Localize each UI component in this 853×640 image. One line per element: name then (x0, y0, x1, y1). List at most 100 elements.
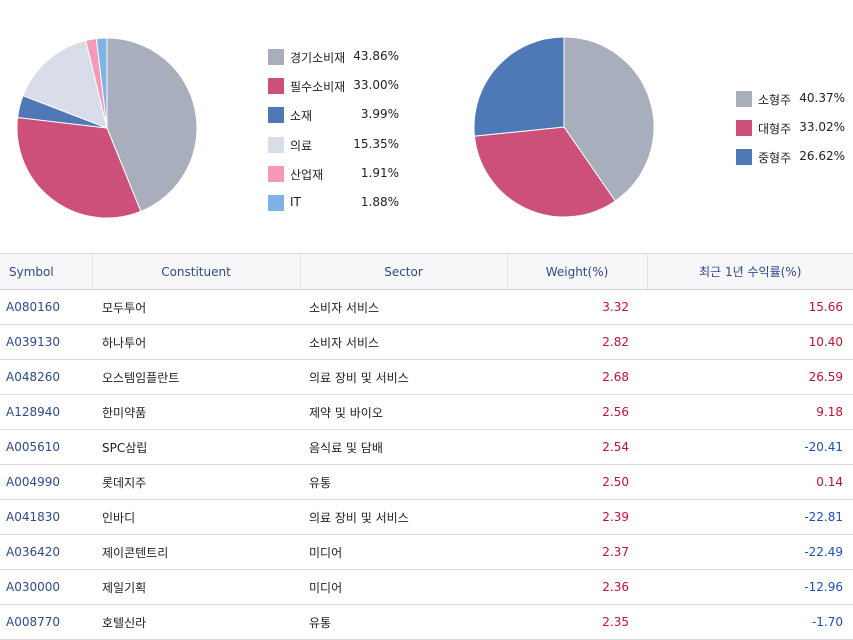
header-constituent[interactable]: Constituent (91, 253, 300, 290)
table-row[interactable]: A030000 제일기획 미디어 2.36 -12.96 (0, 569, 853, 605)
size-pie-chart (473, 36, 655, 218)
table-row[interactable]: A048260 오스템임플란트 의료 장비 및 서비스 2.68 26.59 (0, 359, 853, 395)
table-header-row: Symbol Constituent Sector Weight(%) 최근 1… (0, 253, 853, 290)
constituent-cell: SPC삼립 (92, 429, 300, 465)
return-cell: 26.59 (647, 359, 853, 395)
constituent-cell: 모두투어 (92, 289, 300, 325)
header-symbol[interactable]: Symbol (0, 253, 92, 290)
return-cell: -12.96 (647, 569, 853, 605)
sector-legend-value: 43.86% (353, 49, 399, 63)
weight-cell: 2.35 (507, 604, 647, 640)
symbol-cell[interactable]: A039130 (0, 324, 92, 360)
constituent-cell: 제일기획 (92, 569, 300, 605)
sector-legend-swatch (268, 49, 284, 65)
sector-legend-item[interactable]: 산업재 1.91% (268, 165, 399, 183)
sector-legend-value: 3.99% (360, 107, 399, 122)
sector-legend-swatch (268, 136, 284, 153)
sector-cell: 의료 장비 및 서비스 (300, 359, 507, 395)
size-legend-value: 40.37% (799, 91, 845, 105)
size-legend-label: 대형주 (758, 122, 792, 136)
size-legend-item[interactable]: 소형주 40.37% (736, 90, 845, 108)
symbol-cell[interactable]: A030000 (0, 569, 92, 605)
sector-legend-value: 15.35% (353, 136, 399, 151)
table-row[interactable]: A004990 롯데지주 유통 2.50 0.14 (0, 464, 853, 500)
sector-cell: 소비자 서비스 (300, 324, 507, 360)
size-legend-swatch (736, 120, 752, 136)
sector-legend-item[interactable]: IT 1.88% (268, 194, 399, 212)
table-row[interactable]: A041830 인바디 의료 장비 및 서비스 2.39 -22.81 (0, 499, 853, 535)
sector-cell: 의료 장비 및 서비스 (300, 499, 507, 535)
size-legend-label: 중형주 (758, 151, 792, 165)
sector-slice-3[interactable] (22, 39, 108, 129)
size-slice-0[interactable] (563, 36, 655, 202)
return-cell: -22.49 (647, 534, 853, 570)
table-row[interactable]: A008770 호텔신라 유통 2.35 -1.70 (0, 604, 853, 640)
sector-legend-swatch (268, 107, 284, 124)
sector-cell: 미디어 (300, 534, 507, 570)
return-cell: 0.14 (647, 464, 853, 500)
symbol-cell[interactable]: A005610 (0, 429, 92, 465)
constituent-cell: 호텔신라 (92, 604, 300, 640)
sector-slice-0[interactable] (106, 37, 198, 213)
symbol-cell[interactable]: A008770 (0, 604, 92, 640)
size-legend: 소형주 40.37% 대형주 33.02% 중형주 26.62% (736, 90, 848, 170)
symbol-cell[interactable]: A128940 (0, 394, 92, 430)
sector-slice-5[interactable] (95, 37, 108, 129)
symbol-cell[interactable]: A036420 (0, 534, 92, 570)
table-row[interactable]: A005610 SPC삼립 음식료 및 담배 2.54 -20.41 (0, 429, 853, 465)
sector-legend-item[interactable]: 의료 15.35% (268, 136, 399, 154)
constituents-table: Symbol Constituent Sector Weight(%) 최근 1… (0, 253, 853, 640)
sector-legend-item[interactable]: 필수소비재 33.00% (268, 77, 399, 95)
symbol-cell[interactable]: A004990 (0, 464, 92, 500)
weight-cell: 2.37 (507, 534, 647, 570)
sector-legend-label: 필수소비재 (290, 80, 346, 95)
weight-cell: 2.54 (507, 429, 647, 465)
constituent-cell: 인바디 (92, 499, 300, 535)
size-legend-swatch (736, 91, 752, 107)
return-cell: -1.70 (647, 604, 853, 640)
size-legend-item[interactable]: 대형주 33.02% (736, 119, 845, 137)
sector-cell: 음식료 및 담배 (300, 429, 507, 465)
table-row[interactable]: A036420 제이콘텐트리 미디어 2.37 -22.49 (0, 534, 853, 570)
size-legend-item[interactable]: 중형주 26.62% (736, 148, 845, 166)
sector-legend-item[interactable]: 소재 3.99% (268, 106, 399, 124)
return-cell: 15.66 (647, 289, 853, 325)
weight-cell: 2.39 (507, 499, 647, 535)
sector-cell: 소비자 서비스 (300, 289, 507, 325)
sector-legend: 경기소비재 43.86% 필수소비재 33.00% 소재 3.99% 의료 15.35% 산업재… (268, 48, 408, 218)
size-legend-value: 33.02% (799, 120, 845, 134)
sector-legend-item[interactable]: 경기소비재 43.86% (268, 48, 399, 66)
sector-legend-value: 33.00% (353, 78, 399, 93)
constituent-cell: 오스템임플란트 (92, 359, 300, 395)
sector-legend-swatch (268, 165, 284, 182)
return-cell: 9.18 (647, 394, 853, 430)
symbol-cell[interactable]: A080160 (0, 289, 92, 325)
header-weight[interactable]: Weight(%) (506, 253, 647, 290)
weight-cell: 2.82 (507, 324, 647, 360)
weight-cell: 2.56 (507, 394, 647, 430)
return-cell: -20.41 (647, 429, 853, 465)
sector-legend-value: 1.88% (360, 195, 399, 209)
sector-legend-label: 소재 (290, 109, 313, 124)
header-return[interactable]: 최근 1년 수익률(%) (646, 253, 853, 290)
table-row[interactable]: A128940 한미약품 제약 및 바이오 2.56 9.18 (0, 394, 853, 430)
return-cell: 10.40 (647, 324, 853, 360)
table-row[interactable]: A039130 하나투어 소비자 서비스 2.82 10.40 (0, 324, 853, 360)
size-slice-1[interactable] (473, 126, 616, 218)
symbol-cell[interactable]: A041830 (0, 499, 92, 535)
sector-cell: 제약 및 바이오 (300, 394, 507, 430)
size-legend-value: 26.62% (799, 149, 845, 163)
sector-pie-chart (16, 37, 198, 219)
sector-legend-label: IT (290, 195, 301, 209)
table-row[interactable]: A080160 모두투어 소비자 서비스 3.32 15.66 (0, 289, 853, 325)
header-sector[interactable]: Sector (299, 253, 507, 290)
sector-legend-value: 1.91% (360, 165, 399, 180)
sector-cell: 유통 (300, 604, 507, 640)
sector-legend-swatch (268, 195, 284, 211)
constituent-cell: 롯데지주 (92, 464, 300, 500)
sector-legend-swatch (268, 78, 284, 95)
sector-slice-1[interactable] (16, 116, 142, 219)
size-slice-2[interactable] (473, 36, 565, 137)
symbol-cell[interactable]: A048260 (0, 359, 92, 395)
weight-cell: 2.50 (507, 464, 647, 500)
